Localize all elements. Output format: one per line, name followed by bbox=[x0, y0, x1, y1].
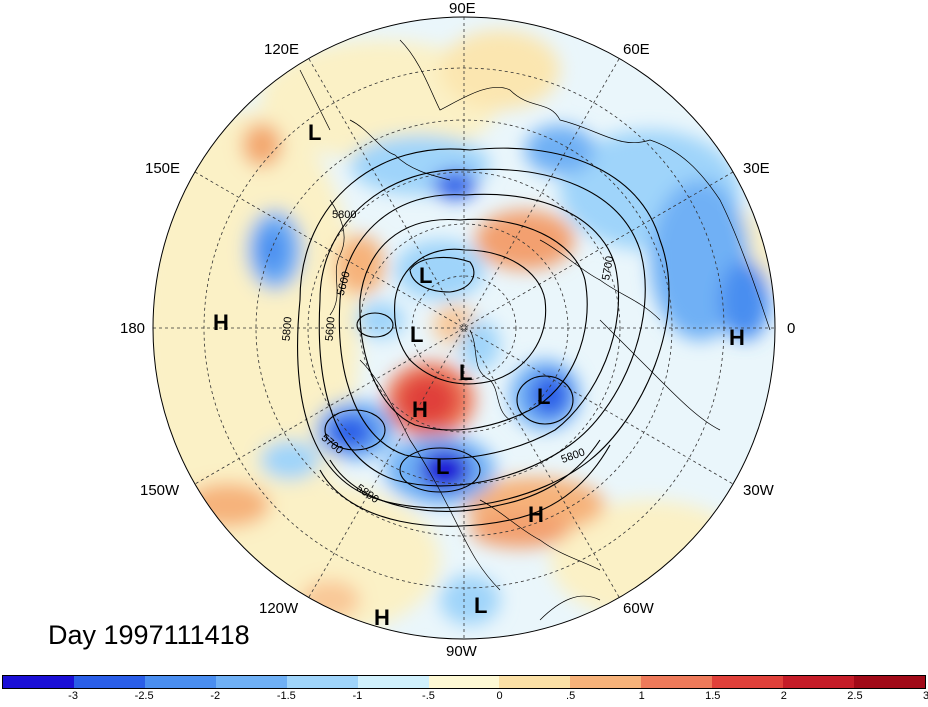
colorbar-tick-label: 2 bbox=[780, 690, 787, 702]
low-center-marker: L bbox=[410, 322, 424, 347]
low-center-marker: L bbox=[308, 120, 322, 145]
high-center-marker: H bbox=[374, 605, 390, 630]
colorbar-segment bbox=[499, 676, 571, 688]
lon-label-150w: 150W bbox=[140, 482, 180, 499]
colorbar-tick-label: .5 bbox=[566, 690, 576, 702]
colorbar-segment bbox=[712, 676, 784, 688]
colorbar-segment bbox=[783, 676, 855, 688]
lon-label-90w: 90W bbox=[446, 643, 477, 660]
low-center-marker: L bbox=[537, 384, 551, 409]
day-title: Day 1997111418 bbox=[48, 620, 250, 650]
lon-label-60w: 60W bbox=[623, 600, 654, 617]
lon-label-60e: 60E bbox=[623, 41, 650, 58]
lon-label-150e: 150E bbox=[145, 160, 181, 177]
low-center-marker: L bbox=[474, 593, 488, 618]
colorbar-segment bbox=[286, 676, 358, 688]
colorbar-tick-label: -2.5 bbox=[134, 690, 154, 702]
high-center-marker: H bbox=[729, 325, 745, 350]
colorbar-segment bbox=[570, 676, 642, 688]
colorbar-tick-label: -3 bbox=[68, 690, 78, 702]
low-center-marker: L bbox=[459, 360, 473, 385]
colorbar-segment bbox=[641, 676, 713, 688]
anomaly-field bbox=[153, 17, 775, 639]
lon-label-90e: 90E bbox=[449, 0, 476, 17]
colorbar-segment bbox=[144, 676, 216, 688]
colorbar-tick-label: 1 bbox=[638, 690, 645, 702]
colorbar-segment bbox=[357, 676, 429, 688]
colorbar-tick-label: -2 bbox=[210, 690, 221, 702]
contour-label: 5800 bbox=[280, 316, 294, 341]
lon-label-120e: 120E bbox=[264, 41, 300, 58]
lon-label-120w: 120W bbox=[259, 600, 299, 617]
lon-label-30w: 30W bbox=[743, 482, 774, 499]
lon-label-180: 180 bbox=[120, 320, 146, 337]
colorbar-tick-label: 1.5 bbox=[705, 690, 721, 702]
colorbar-tick-label: -1.5 bbox=[276, 690, 296, 702]
map-border bbox=[152, 16, 776, 640]
colorbar bbox=[2, 675, 926, 689]
colorbar-segment bbox=[428, 676, 500, 688]
high-center-marker: H bbox=[528, 502, 544, 527]
contour-label: 5600 bbox=[323, 316, 337, 341]
colorbar-segment bbox=[215, 676, 287, 688]
colorbar-segment bbox=[854, 676, 925, 688]
lon-label-30e: 30E bbox=[743, 160, 770, 177]
colorbar-tick-label: -.5 bbox=[422, 690, 435, 702]
low-center-marker: L bbox=[436, 454, 450, 479]
contour-label: 5700 bbox=[600, 255, 616, 281]
coastlines bbox=[299, 39, 771, 621]
high-center-marker: H bbox=[213, 310, 229, 335]
high-center-marker: H bbox=[412, 397, 428, 422]
colorbar-tick-label: -1 bbox=[352, 690, 363, 702]
colorbar-segment bbox=[3, 676, 74, 688]
colorbar-tick-label: 3 bbox=[922, 690, 928, 702]
low-center-marker: L bbox=[419, 263, 433, 288]
lon-label-0: 0 bbox=[787, 320, 796, 337]
colorbar-tick-label: 0 bbox=[496, 690, 503, 702]
colorbar-tick-label: 2.5 bbox=[847, 690, 863, 702]
colorbar-segment bbox=[73, 676, 145, 688]
contour-label: 5800 bbox=[332, 209, 356, 221]
